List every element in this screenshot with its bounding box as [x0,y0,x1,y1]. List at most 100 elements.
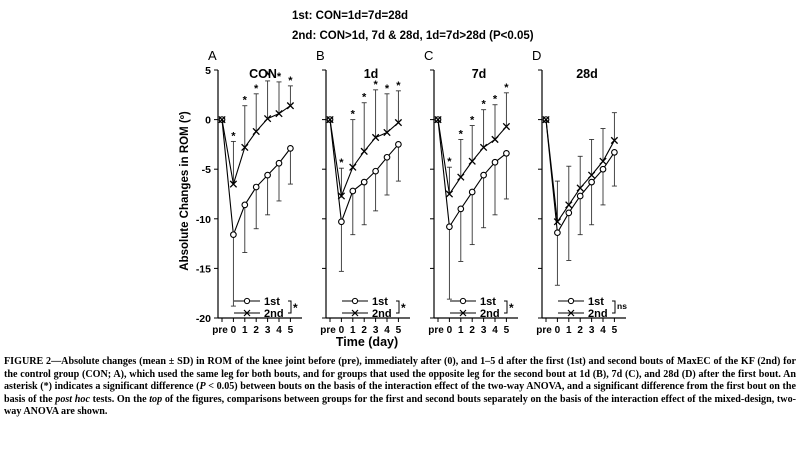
y-tick-label: -15 [196,263,211,275]
significance-star: * [459,128,464,140]
point-2nd [445,190,454,198]
x-tick-label: 1 [458,325,464,336]
significance-star: * [339,157,344,169]
point-2nd [263,114,272,123]
x-tick-label: 4 [384,325,390,336]
legend-marker-1st [459,297,467,305]
legend-marker-1st [243,297,251,305]
point-1st [287,145,294,152]
panel-title: 28d [576,67,598,81]
x-tick-label: 3 [481,325,487,336]
point-1st [264,171,271,179]
caption-top: top [149,393,163,405]
point-1st [372,167,379,175]
y-tick-label: 0 [205,115,211,127]
y-tick-label: -20 [196,313,211,325]
significance-star: * [277,71,282,83]
point-2nd [502,122,511,131]
x-tick-label: 1 [566,325,572,336]
legend-bracket [504,300,508,314]
legend-marker-2nd [243,309,251,317]
x-tick-label: pre [212,325,228,336]
header-line-2: 2nd: CON>1d, 7d & 28d, 1d=7d>28d (P<0.05… [292,30,534,42]
legend-bracket [612,300,616,314]
point-2nd [576,184,584,192]
point-2nd [479,143,488,152]
x-axis-label: Time (day) [336,335,398,349]
point-2nd [218,115,226,124]
significance-star: * [470,115,475,127]
point-2nd [349,163,357,171]
significance-star: * [504,82,509,94]
x-tick-label: 2 [253,325,259,336]
point-2nd [434,115,442,124]
x-tick-label: 0 [339,325,345,336]
point-2nd [383,128,391,137]
x-tick-label: pre [320,325,336,336]
caption-part-2: < 0.05) between bouts on the basis of th… [4,381,796,405]
x-tick-label: 0 [447,325,453,336]
point-1st [395,141,402,148]
point-1st [230,231,237,239]
point-2nd [457,173,465,181]
legend-label-2nd: 2nd [372,308,392,320]
point-1st [599,165,607,173]
point-1st [338,218,345,226]
point-2nd [491,135,499,144]
panel-title: CON [249,67,277,81]
significance-star: * [265,70,270,82]
point-1st [360,178,368,186]
point-1st [383,153,391,161]
x-tick-label: 2 [361,325,367,336]
significance-star: * [243,95,248,107]
y-axis-label: Absolute Changes in ROM (º) [179,111,191,271]
legend-label-2nd: 2nd [480,308,500,320]
panel-letter: B [316,48,325,63]
point-2nd [610,136,619,145]
figure-panels: 1st: CON=1d=7d=28d 2nd: CON>1d, 7d & 28d… [179,10,627,349]
significance-star: * [385,83,390,95]
panel-title: 7d [472,67,487,81]
caption-part-4: of the figures, comparisons between grou… [4,393,796,418]
x-tick-label: 4 [600,325,606,336]
point-2nd [394,118,403,127]
point-1st [446,223,453,231]
x-tick-label: 2 [577,325,583,336]
caption-part-1: FIGURE 2—Absolute changes (mean ± SD) in… [4,356,796,393]
point-1st [457,205,465,213]
bracket-mark: ns [617,301,627,311]
point-2nd [275,109,283,118]
point-1st [491,158,499,166]
x-tick-label: 4 [276,325,282,336]
point-1st [349,187,357,195]
point-2nd [565,201,573,209]
significance-star: * [493,94,498,106]
point-1st [554,229,561,237]
point-2nd [229,180,238,188]
point-1st [480,171,487,179]
significance-star: * [231,130,236,142]
legend-marker-2nd [459,309,467,317]
panel-title: 1d [364,67,379,81]
legend-label-1st: 1st [480,296,496,308]
caption-part-3: tests. On the [89,393,150,405]
legend-marker-2nd [567,309,575,317]
x-tick-label: pre [428,325,444,336]
bracket-mark: * [293,301,298,315]
point-1st [468,188,476,196]
panel-letter: C [424,48,433,63]
point-1st [588,178,595,186]
point-1st [252,183,260,191]
legend-label-2nd: 2nd [264,308,284,320]
y-tick-label: -5 [202,164,211,176]
point-2nd [371,133,380,142]
legend-label-1st: 1st [264,296,280,308]
legend-marker-1st [567,297,575,305]
legend-bracket [288,300,292,314]
x-tick-label: 3 [265,325,271,336]
x-tick-label: 0 [555,325,561,336]
